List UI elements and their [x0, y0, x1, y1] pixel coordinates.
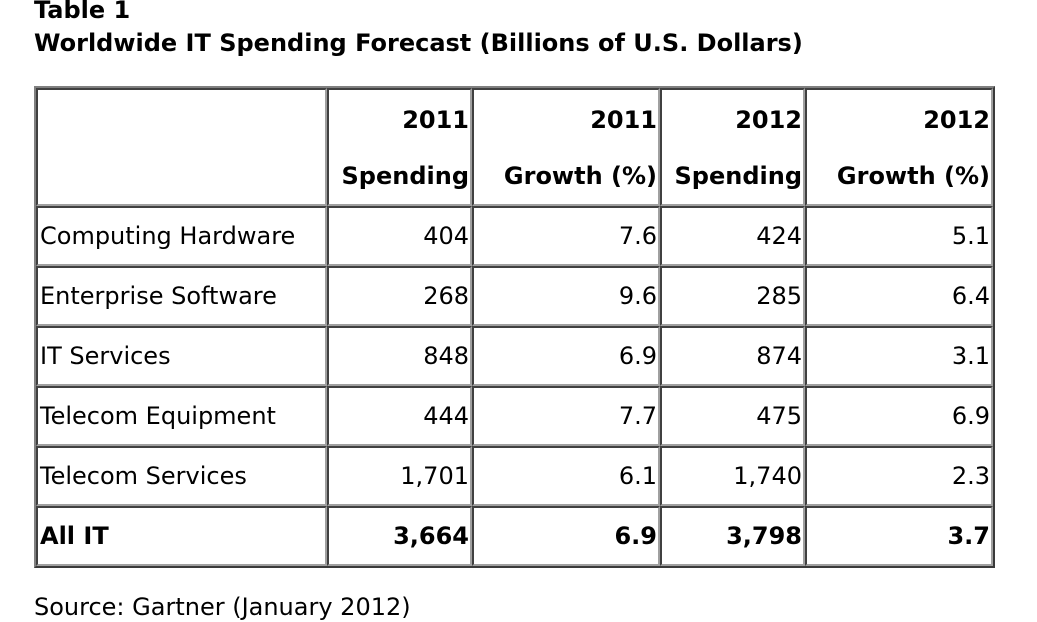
row-label: Enterprise Software — [36, 266, 327, 326]
header-year: 2012 — [923, 106, 990, 134]
table-cell: 3,798 — [660, 506, 805, 566]
header-metric: Spending — [341, 162, 470, 190]
header-cell-2011-spending: 2011 Spending — [327, 88, 472, 206]
table-title: Worldwide IT Spending Forecast (Billions… — [34, 29, 803, 57]
table-row: Telecom Services 1,701 6.1 1,740 2.3 — [36, 446, 993, 506]
table-cell: 3.1 — [805, 326, 993, 386]
header-metric: Growth (%) — [503, 162, 657, 190]
table-cell: 6.9 — [472, 326, 660, 386]
header-year: 2012 — [735, 106, 802, 134]
row-label: Telecom Equipment — [36, 386, 327, 446]
table-row: Enterprise Software 268 9.6 285 6.4 — [36, 266, 993, 326]
row-label: All IT — [36, 506, 327, 566]
table-cell: 6.9 — [472, 506, 660, 566]
table-cell: 6.1 — [472, 446, 660, 506]
table-cell: 7.7 — [472, 386, 660, 446]
table-cell: 5.1 — [805, 206, 993, 266]
table-cell: 444 — [327, 386, 472, 446]
table-cell: 6.4 — [805, 266, 993, 326]
row-label: IT Services — [36, 326, 327, 386]
table-cell: 285 — [660, 266, 805, 326]
header-metric: Spending — [674, 162, 803, 190]
header-cell-2011-growth: 2011 Growth (%) — [472, 88, 660, 206]
table-cell: 3.7 — [805, 506, 993, 566]
table-cell: 475 — [660, 386, 805, 446]
table-cell: 7.6 — [472, 206, 660, 266]
table-cell: 404 — [327, 206, 472, 266]
table-total-row: All IT 3,664 6.9 3,798 3.7 — [36, 506, 993, 566]
header-year: 2011 — [590, 106, 657, 134]
table-cell: 6.9 — [805, 386, 993, 446]
header-cell-category — [36, 88, 327, 206]
it-spending-table: 2011 Spending 2011 Growth (%) 2012 Spend… — [34, 86, 995, 568]
table-cell: 9.6 — [472, 266, 660, 326]
table-label: Table 1 — [34, 0, 131, 24]
table-cell: 1,701 — [327, 446, 472, 506]
row-label: Computing Hardware — [36, 206, 327, 266]
header-metric: Growth (%) — [836, 162, 990, 190]
header-cell-2012-spending: 2012 Spending — [660, 88, 805, 206]
table-header-row: 2011 Spending 2011 Growth (%) 2012 Spend… — [36, 88, 993, 206]
table-cell: 874 — [660, 326, 805, 386]
table-row: Computing Hardware 404 7.6 424 5.1 — [36, 206, 993, 266]
source-note: Source: Gartner (January 2012) — [34, 593, 411, 621]
table-row: IT Services 848 6.9 874 3.1 — [36, 326, 993, 386]
header-cell-2012-growth: 2012 Growth (%) — [805, 88, 993, 206]
row-label: Telecom Services — [36, 446, 327, 506]
table-cell: 424 — [660, 206, 805, 266]
header-year: 2011 — [402, 106, 469, 134]
table-cell: 848 — [327, 326, 472, 386]
table-cell: 3,664 — [327, 506, 472, 566]
table-cell: 1,740 — [660, 446, 805, 506]
table-row: Telecom Equipment 444 7.7 475 6.9 — [36, 386, 993, 446]
table-cell: 2.3 — [805, 446, 993, 506]
table-cell: 268 — [327, 266, 472, 326]
